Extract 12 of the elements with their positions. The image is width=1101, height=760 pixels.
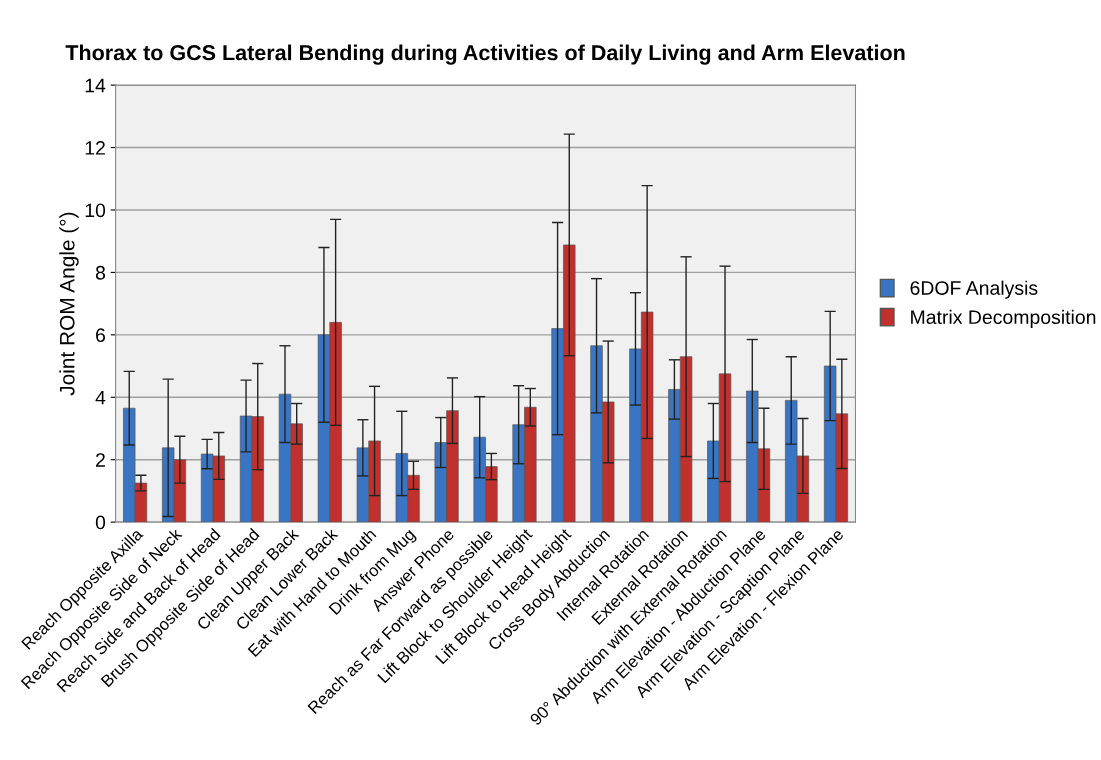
y-tick-label: 4 (95, 390, 106, 405)
y-tick-label: 0 (95, 515, 106, 530)
legend-label: Matrix Decomposition (911, 309, 1096, 328)
y-tick-label: 6 (96, 328, 106, 343)
y-tick-label: 2 (96, 453, 105, 467)
y-axis-title: Joint ROM Angle (°) (59, 212, 79, 396)
y-tick-label: 14 (85, 78, 106, 93)
y-tick-label: 10 (85, 203, 106, 218)
y-tick-label: 8 (95, 265, 106, 280)
chart-title: Thorax to GCS Lateral Bending during Activities of Daily Living and Arm Elevation (65, 44, 905, 65)
y-tick-label: 12 (85, 141, 105, 155)
legend-label: 6DOF Analysis (910, 280, 1038, 299)
